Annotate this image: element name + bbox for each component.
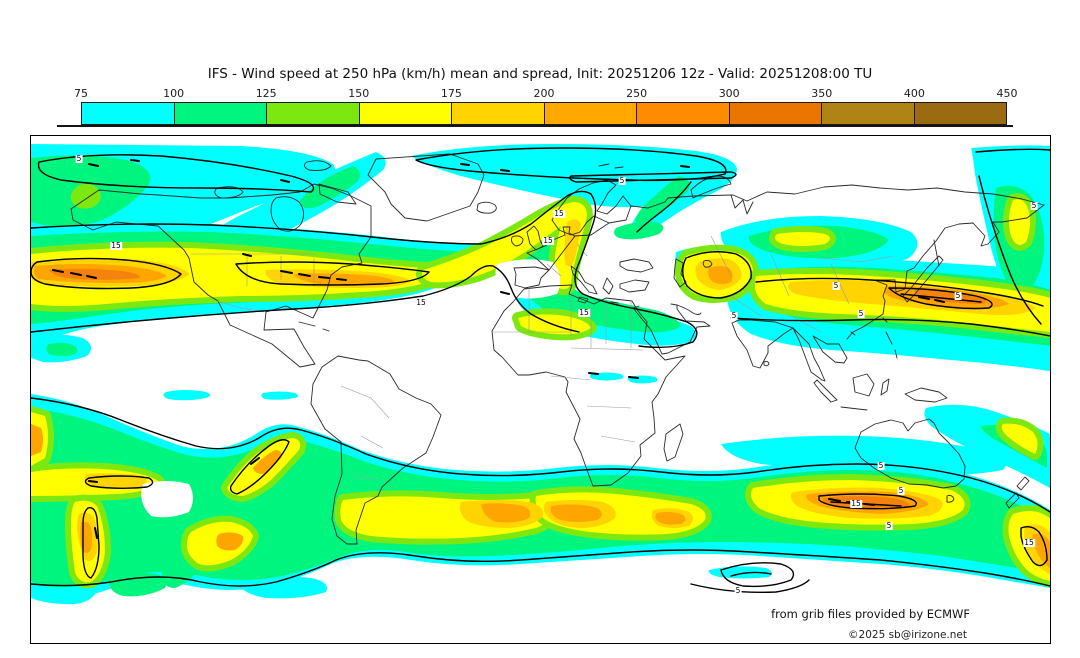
colorbar-segment <box>728 103 821 124</box>
attribution-copyright: ©2025 sb@irizone.net <box>848 629 967 641</box>
contour-label: 15 <box>850 499 862 508</box>
colorbar-tick-label: 450 <box>996 87 1018 100</box>
colorbar-segment <box>821 103 914 124</box>
contour-label: 5 <box>734 586 742 595</box>
colorbar-tick-label: 350 <box>811 87 833 100</box>
contour-label: 5 <box>1030 201 1038 210</box>
wind-map-svg <box>31 144 1050 605</box>
contour-label: 15 <box>542 236 554 245</box>
contour-label: 5 <box>877 461 885 470</box>
contour-label: 5 <box>857 309 865 318</box>
colorbar-baseline <box>57 125 1013 128</box>
contour-label: 5 <box>75 154 83 163</box>
colorbar-tick-label: 175 <box>440 87 462 100</box>
contour-label: 5 <box>954 291 962 300</box>
contour-label: 5 <box>618 176 626 185</box>
attribution-ecmwf: from grib files provided by ECMWF <box>771 607 970 621</box>
contour-label: 15 <box>415 298 427 307</box>
colorbar-segment <box>82 103 174 124</box>
colorbar-tick-label: 150 <box>348 87 370 100</box>
contour-label: 15 <box>1023 538 1035 547</box>
colorbar-tick-label: 300 <box>718 87 740 100</box>
colorbar-segment <box>266 103 359 124</box>
colorbar-tick-label: 100 <box>163 87 185 100</box>
colorbar-tick-label: 75 <box>74 87 88 100</box>
contour-label: 5 <box>897 486 905 495</box>
colorbar-tick-label: 400 <box>903 87 925 100</box>
contour-label: 15 <box>553 209 565 218</box>
colorbar-segment <box>913 103 1006 124</box>
colorbar-segment <box>636 103 729 124</box>
colorbar-segment <box>543 103 636 124</box>
contour-label: 5 <box>832 281 840 290</box>
contour-label: 15 <box>578 308 590 317</box>
colorbar-segment <box>451 103 544 124</box>
colorbar-segment <box>173 103 266 124</box>
coastlines <box>70 153 1045 545</box>
contour-label: 5 <box>885 521 893 530</box>
spread-contours <box>31 147 1050 594</box>
colorbar-segment <box>358 103 451 124</box>
colorbar-tick-label: 250 <box>626 87 648 100</box>
world-wind-map: 5 5 5 15 15 15 15 15 5 5 5 5 5 5 15 5 15 5 from grib file… <box>30 135 1051 644</box>
contour-label: 15 <box>110 241 122 250</box>
contour-label: 5 <box>730 311 738 320</box>
country-borders <box>191 235 894 481</box>
wind-speed-colorbar <box>81 102 1007 125</box>
contour-dash-marks <box>52 159 945 539</box>
colorbar-tick-label: 200 <box>533 87 555 100</box>
chart-title: IFS - Wind speed at 250 hPa (km/h) mean … <box>207 66 873 82</box>
wind-fill-deep-orange-layer <box>49 268 986 509</box>
colorbar-tick-label: 125 <box>255 87 277 100</box>
